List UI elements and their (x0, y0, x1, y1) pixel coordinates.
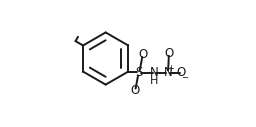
Text: O: O (177, 66, 186, 79)
Text: N: N (150, 66, 158, 79)
Text: S: S (135, 66, 143, 79)
Text: +: + (167, 64, 174, 73)
Text: O: O (164, 47, 174, 60)
Text: O: O (138, 48, 147, 61)
Text: H: H (150, 76, 158, 86)
Text: N: N (163, 66, 172, 79)
Text: O: O (131, 84, 140, 97)
Text: −: − (181, 73, 188, 82)
